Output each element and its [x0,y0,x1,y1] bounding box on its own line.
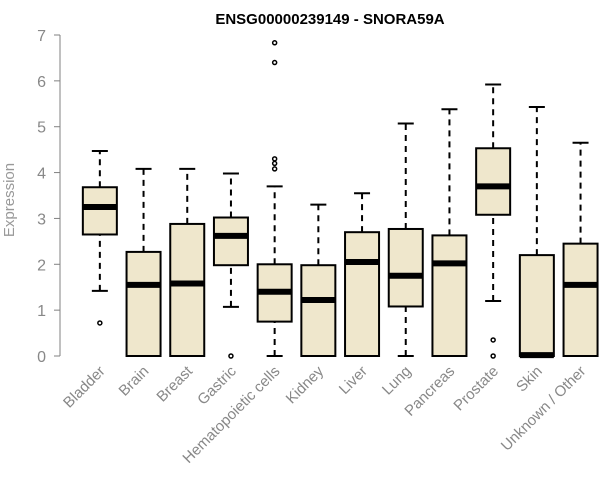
x-tick-label: Brain [116,363,153,400]
box [344,231,381,357]
box-group [125,167,162,357]
y-tick-label: 6 [37,74,46,91]
outlier-point [228,353,234,359]
box [431,234,468,358]
x-tick-label: Lung [379,363,415,399]
box [212,216,249,267]
outlier-point [271,59,278,66]
x-tick-label: Liver [336,363,371,398]
y-tick-label: 3 [37,211,46,228]
box [81,186,118,236]
x-tick-label: Breast [153,362,196,405]
outlier-point [97,320,103,326]
y-tick-label: 4 [37,166,46,183]
outlier-point [271,160,278,167]
box [518,254,555,357]
box [562,242,599,357]
outlier-point [271,40,278,46]
axes: 0 1 2 3 4 5 6 7 [37,28,61,366]
box [300,264,337,357]
box-group [562,141,599,357]
box-group [300,203,337,357]
box-group [256,40,293,357]
box-group [387,122,424,357]
box [125,250,162,357]
box [387,227,424,308]
box-group [81,150,118,326]
y-axis-label: Expression [1,163,18,237]
box [169,222,206,357]
y-tick-label: 7 [37,28,46,45]
y-tick-label: 1 [37,303,46,320]
box-series [81,40,599,359]
box-group [212,172,249,359]
y-tick-label: 0 [37,349,46,366]
box-group [431,108,468,358]
box-group [344,192,381,357]
x-tick-label: Bladder [60,363,109,412]
x-tick-label: Skin [513,363,546,396]
y-tick-label: 2 [37,257,46,274]
outlier-point [490,353,496,359]
box-group [169,167,206,357]
outlier-point [271,156,278,162]
y-tick-label: 5 [37,120,46,137]
box-group [475,83,512,359]
outlier-point [490,337,496,343]
x-tick-label: Prostate [450,363,502,415]
x-tick-label: Kidney [283,362,328,407]
outlier-point [271,166,278,172]
box-group [518,105,555,359]
box [475,147,512,216]
chart-title: ENSG00000239149 - SNORA59A [215,11,444,28]
